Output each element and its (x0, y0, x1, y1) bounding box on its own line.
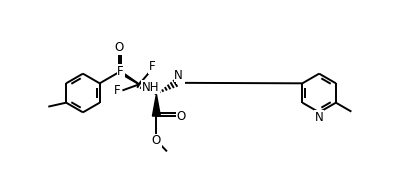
Text: F: F (148, 60, 155, 73)
Text: N: N (314, 111, 323, 124)
Text: F: F (117, 65, 124, 78)
Text: H: H (176, 73, 184, 83)
Text: O: O (176, 110, 185, 123)
Text: O: O (114, 41, 123, 54)
Text: N: N (174, 69, 183, 82)
Text: O: O (151, 134, 161, 147)
Text: NH: NH (141, 81, 159, 94)
Text: F: F (114, 84, 121, 97)
Polygon shape (152, 94, 160, 116)
